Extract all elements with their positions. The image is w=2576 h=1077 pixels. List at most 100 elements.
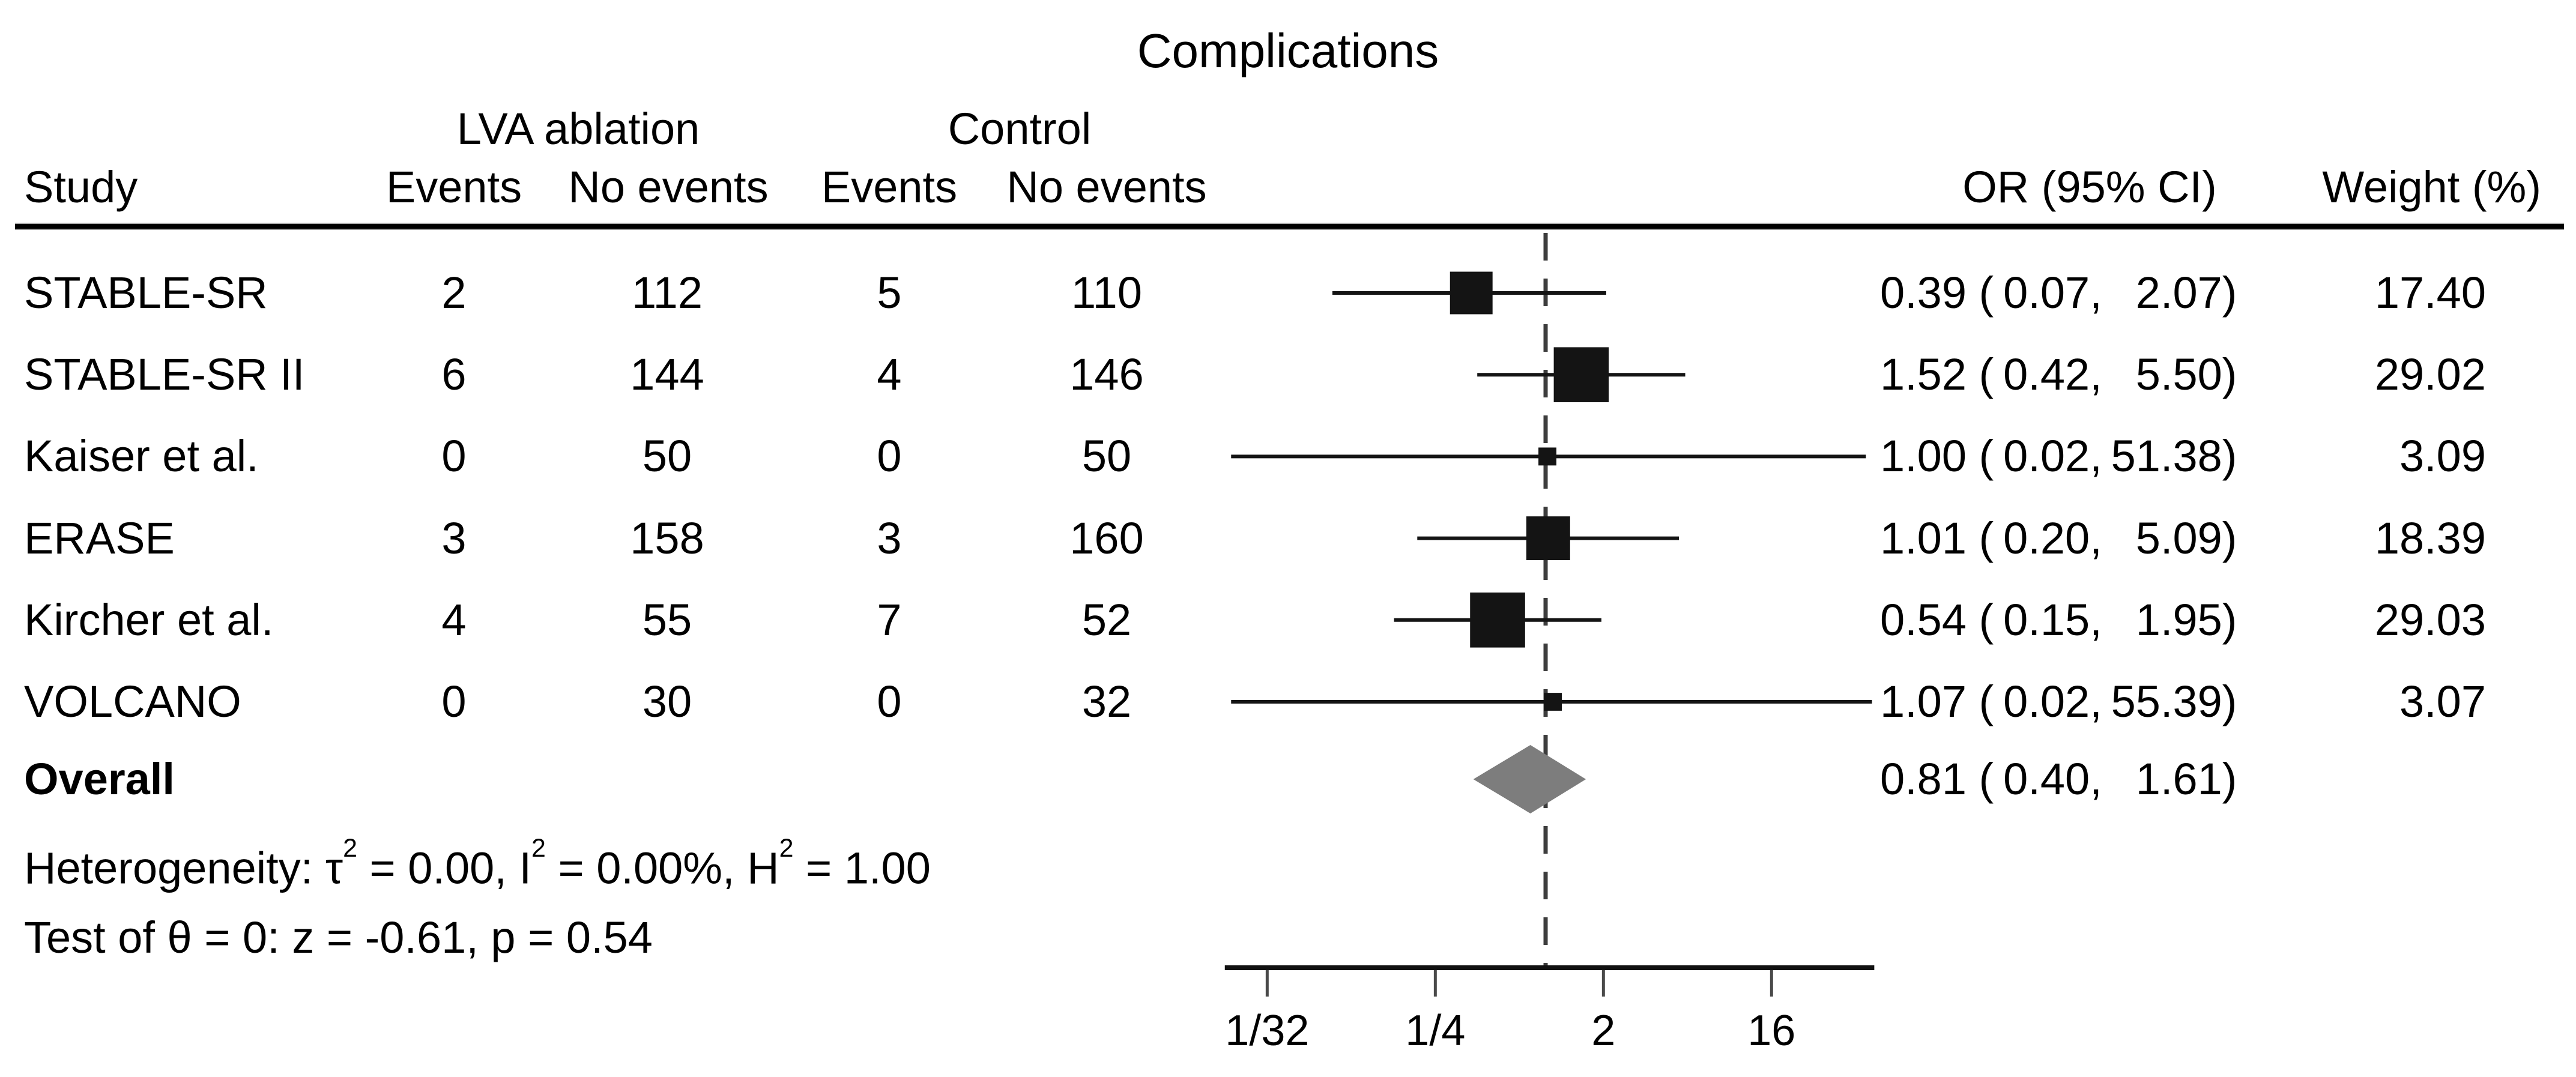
count-cell: 4 (877, 349, 902, 399)
paren: ) (2222, 431, 2237, 481)
comma: , (2090, 349, 2102, 399)
heterogeneity-text: = 0.00%, H (545, 843, 779, 893)
count-cell: 0 (441, 431, 467, 481)
paren: ) (2222, 268, 2237, 318)
paren: ( (1967, 349, 1994, 399)
ci-low-value: 0.40 (2003, 754, 2090, 804)
count-cell: 6 (441, 349, 467, 399)
paren: ) (2222, 513, 2237, 563)
or-ci-cell: 0.54 (0.15, 1.95) (1876, 590, 2237, 650)
count-cell: 0 (877, 677, 902, 726)
ci-high-value: 55.39 (2111, 677, 2222, 726)
effect-square (1544, 693, 1562, 711)
count-cell: 3 (441, 513, 467, 563)
paren: ( (1967, 513, 1994, 563)
heterogeneity-note: Heterogeneity: τ2 = 0.00, I2 = 0.00%, H2… (24, 830, 931, 899)
ci-high-value: 1.61 (2135, 754, 2222, 804)
comma: , (2090, 513, 2102, 563)
or-ci-cell: 0.81 (0.40, 1.61) (1876, 749, 2237, 809)
study-label: STABLE-SR (24, 268, 268, 318)
ci-low-value: 0.02 (2003, 431, 2090, 481)
count-cell: 146 (1069, 349, 1144, 399)
or-value: 1.00 (1879, 431, 1967, 481)
or-ci-cell: 1.00 (0.02, 51.38) (1876, 426, 2237, 486)
paren: ) (2222, 677, 2237, 726)
or-value: 0.39 (1879, 268, 1967, 318)
comma: , (2090, 595, 2102, 645)
study-label: ERASE (24, 513, 175, 563)
effect-square (1450, 271, 1493, 315)
paren: ( (1967, 677, 1994, 726)
x-axis-tick-label: 1/4 (1405, 1007, 1466, 1055)
x-axis-tick-label: 2 (1591, 1007, 1616, 1055)
test-of-theta-note: Test of θ = 0: z = -0.61, p = 0.54 (24, 913, 653, 962)
ci-high-value: 1.95 (2135, 595, 2222, 645)
count-cell: 2 (441, 268, 467, 318)
or-value: 0.54 (1879, 595, 1967, 645)
ci-low-value: 0.07 (2003, 268, 2090, 318)
h-squared-sup: 2 (779, 833, 794, 863)
ci-high-value: 2.07 (2135, 268, 2222, 318)
overall-label: Overall (24, 754, 175, 804)
heterogeneity-text: = 0.00, I (357, 843, 532, 893)
ci-low-value: 0.15 (2003, 595, 2090, 645)
tau-squared-sup: 2 (343, 833, 357, 863)
study-label: STABLE-SR II (24, 349, 305, 399)
overall-diamond (1473, 745, 1586, 813)
or-value: 1.52 (1879, 349, 1967, 399)
or-ci-cell: 1.01 (0.20, 5.09) (1876, 508, 2237, 569)
x-axis-tick-label: 1/32 (1225, 1007, 1310, 1055)
column-header-or-ci: OR (95% CI) (1962, 162, 2217, 212)
count-cell: 112 (632, 268, 703, 318)
count-cell: 4 (441, 595, 467, 645)
column-group-treatment: LVA ablation (456, 104, 700, 154)
paren: ) (2222, 754, 2237, 804)
effect-square (1553, 347, 1609, 402)
column-header-control-no-events: No events (1006, 162, 1207, 212)
column-header-control-events: Events (821, 162, 958, 212)
or-value: 1.01 (1879, 513, 1967, 563)
count-cell: 160 (1069, 513, 1144, 563)
chart-title: Complications (1137, 24, 1439, 77)
heterogeneity-text: Heterogeneity: τ (24, 843, 343, 893)
weight-cell: 29.03 (2374, 595, 2486, 645)
ci-high-value: 5.50 (2135, 349, 2222, 399)
effect-square (1526, 516, 1570, 561)
paren: ( (1967, 754, 1994, 804)
paren: ( (1967, 595, 1994, 645)
ci-low-value: 0.20 (2003, 513, 2090, 563)
i-squared-sup: 2 (531, 833, 546, 863)
count-cell: 144 (630, 349, 704, 399)
study-label: Kircher et al. (24, 595, 274, 645)
paren: ( (1967, 268, 1994, 318)
count-cell: 50 (1081, 431, 1132, 481)
count-cell: 52 (1081, 595, 1132, 645)
column-group-control: Control (948, 104, 1092, 154)
count-cell: 32 (1081, 677, 1132, 726)
or-ci-cell: 0.39 (0.07, 2.07) (1876, 263, 2237, 323)
paren: ) (2222, 349, 2237, 399)
count-cell: 30 (642, 677, 692, 726)
weight-cell: 3.07 (2399, 677, 2486, 726)
count-cell: 3 (877, 513, 902, 563)
count-cell: 5 (877, 268, 902, 318)
weight-cell: 17.40 (2374, 268, 2486, 318)
or-value: 0.81 (1879, 754, 1967, 804)
ci-high-value: 51.38 (2111, 431, 2222, 481)
weight-cell: 3.09 (2399, 431, 2486, 481)
weight-cell: 18.39 (2374, 513, 2486, 563)
comma: , (2090, 677, 2102, 726)
effect-square (1470, 593, 1525, 648)
column-header-weight: Weight (%) (2322, 162, 2541, 212)
comma: , (2090, 431, 2102, 481)
column-header-treat-events: Events (385, 162, 522, 212)
count-cell: 55 (642, 595, 692, 645)
study-label: Kaiser et al. (24, 431, 259, 481)
ci-low-value: 0.42 (2003, 349, 2090, 399)
paren: ) (2222, 595, 2237, 645)
x-axis-tick-label: 16 (1747, 1007, 1796, 1055)
comma: , (2090, 754, 2102, 804)
or-ci-cell: 1.07 (0.02, 55.39) (1876, 672, 2237, 732)
count-cell: 50 (642, 431, 692, 481)
column-header-treat-no-events: No events (568, 162, 769, 212)
